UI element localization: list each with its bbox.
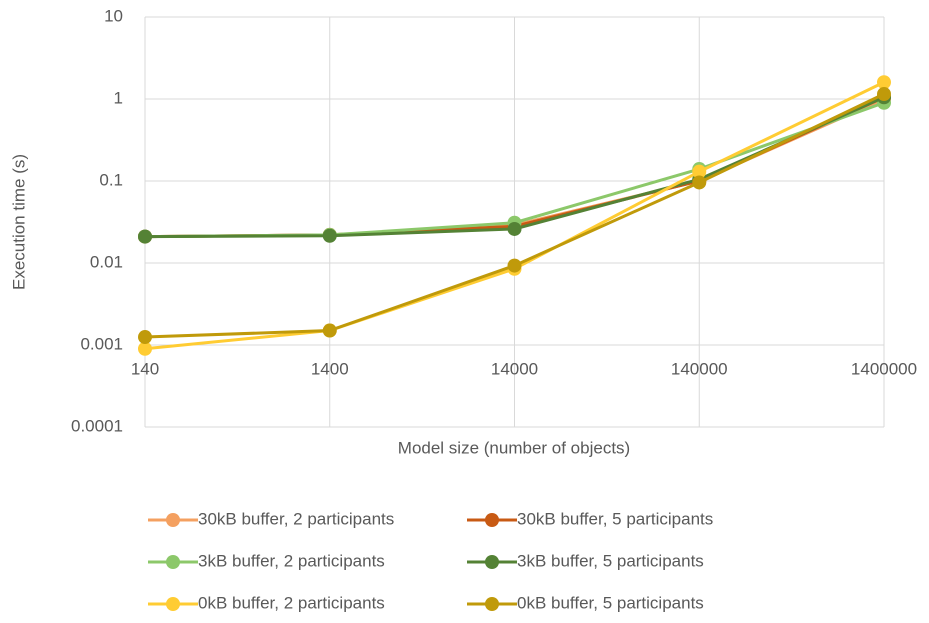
x-tick-label: 140: [131, 359, 159, 378]
data-point: [138, 341, 152, 356]
data-point: [877, 75, 891, 90]
y-axis-title: Execution time (s): [9, 154, 28, 290]
data-point: [692, 175, 707, 190]
y-tick-label: 10: [104, 6, 123, 25]
legend-marker: [166, 513, 180, 527]
data-point: [322, 323, 337, 338]
data-point: [138, 330, 152, 345]
legend-label: 30kB buffer, 5 participants: [517, 509, 713, 528]
legend-marker: [166, 555, 180, 569]
data-point: [692, 164, 707, 179]
legend-marker: [166, 597, 180, 611]
data-point: [877, 87, 891, 102]
y-tick-label: 0.001: [80, 334, 123, 353]
y-tick-label: 1: [114, 88, 123, 107]
data-point: [138, 229, 152, 244]
x-tick-label: 14000: [491, 359, 538, 378]
x-tick-label: 1400000: [851, 359, 917, 378]
y-tick-label: 0.0001: [71, 416, 123, 435]
legend-label: 30kB buffer, 2 participants: [198, 509, 394, 528]
legend-label: 0kB buffer, 5 participants: [517, 593, 704, 612]
legend-label: 3kB buffer, 5 participants: [517, 551, 704, 570]
legend-label: 3kB buffer, 2 participants: [198, 551, 385, 570]
x-tick-label: 1400: [311, 359, 349, 378]
x-tick-label: 140000: [671, 359, 728, 378]
x-axis-title: Model size (number of objects): [398, 438, 630, 457]
legend-label: 0kB buffer, 2 participants: [198, 593, 385, 612]
data-point: [507, 258, 522, 273]
data-point: [322, 228, 337, 243]
y-tick-label: 0.1: [99, 170, 123, 189]
legend-marker: [485, 555, 499, 569]
y-tick-label: 0.01: [90, 252, 123, 271]
data-point: [507, 221, 522, 236]
legend-marker: [485, 513, 499, 527]
legend-marker: [485, 597, 499, 611]
